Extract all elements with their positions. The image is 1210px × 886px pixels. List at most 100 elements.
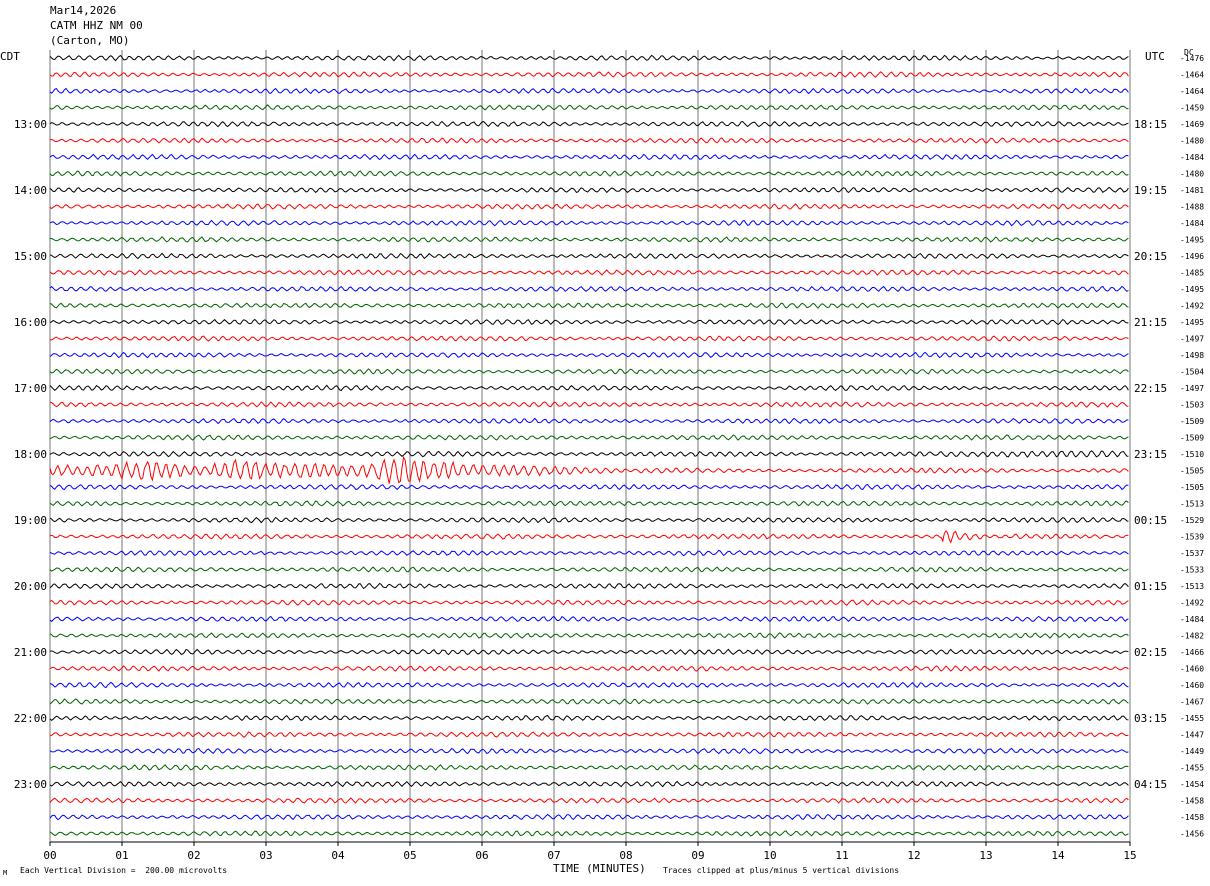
- trace-40: [49, 714, 1129, 722]
- dc-offset-12: -1496: [1180, 252, 1204, 261]
- dc-offset-16: -1495: [1180, 318, 1204, 327]
- dc-offset-43: -1455: [1180, 764, 1204, 773]
- dc-offset-22: -1509: [1180, 417, 1204, 426]
- dc-offset-36: -1466: [1180, 648, 1204, 657]
- left-time-label-36: 21:00: [14, 646, 47, 659]
- dc-offset-35: -1482: [1180, 632, 1204, 641]
- dc-offset-26: -1505: [1180, 483, 1204, 492]
- dc-offset-labels: -1476 -1464 -1464 -1459 -1469 -1480 -1484 -1480…: [1180, 54, 1204, 839]
- trace-28: [49, 516, 1129, 524]
- trace-27: [49, 500, 1129, 507]
- trace-21: [49, 401, 1129, 408]
- x-axis: 00 01 02 03 04 05 06 07 08 09 10 11 12 13 14 15: [43, 841, 1137, 862]
- dc-offset-46: -1458: [1180, 813, 1204, 822]
- right-timezone-label: UTC: [1145, 50, 1165, 63]
- left-time-label-4: 13:00: [14, 118, 47, 131]
- trace-25: [49, 455, 1129, 484]
- corner-mark: M: [3, 869, 8, 877]
- right-time-label-12: 20:15: [1134, 250, 1167, 263]
- trace-37: [49, 665, 1129, 672]
- dc-offset-40: -1455: [1180, 714, 1204, 723]
- trace-11: [49, 236, 1129, 243]
- x-tick-label-04: 04: [331, 849, 345, 862]
- dc-offset-1: -1464: [1180, 71, 1204, 80]
- trace-7: [49, 170, 1129, 177]
- trace-26: [49, 483, 1129, 491]
- dc-offset-38: -1460: [1180, 681, 1204, 690]
- trace-17: [49, 335, 1129, 342]
- x-tick-label-15: 15: [1123, 849, 1136, 862]
- dc-offset-42: -1449: [1180, 747, 1204, 756]
- trace-8: [49, 186, 1129, 194]
- dc-offset-19: -1504: [1180, 368, 1204, 377]
- trace-2: [49, 87, 1129, 95]
- dc-offset-20: -1497: [1180, 384, 1204, 393]
- trace-24: [49, 450, 1129, 458]
- right-time-label-44: 04:15: [1134, 778, 1167, 791]
- right-time-labels: 18:15 19:15 20:15 21:15 22:15 23:15 00:15 01:15…: [1134, 118, 1167, 791]
- x-tick-label-05: 05: [403, 849, 416, 862]
- right-time-label-8: 19:15: [1134, 184, 1167, 197]
- dc-offset-30: -1537: [1180, 549, 1204, 558]
- x-tick-label-10: 10: [763, 849, 776, 862]
- left-time-label-24: 18:00: [14, 448, 47, 461]
- dc-offset-15: -1492: [1180, 302, 1204, 311]
- x-axis-title: TIME (MINUTES): [553, 862, 646, 875]
- trace-42: [49, 747, 1129, 755]
- x-tick-label-08: 08: [619, 849, 632, 862]
- right-time-label-28: 00:15: [1134, 514, 1167, 527]
- left-time-label-8: 14:00: [14, 184, 47, 197]
- dc-offset-17: -1497: [1180, 335, 1204, 344]
- dc-offset-3: -1459: [1180, 104, 1204, 113]
- x-tick-label-09: 09: [691, 849, 704, 862]
- right-time-label-4: 18:15: [1134, 118, 1167, 131]
- left-timezone-label: CDT: [0, 50, 20, 63]
- trace-44: [49, 780, 1129, 788]
- dc-offset-11: -1495: [1180, 236, 1204, 245]
- dc-offset-39: -1467: [1180, 698, 1204, 707]
- left-time-label-20: 17:00: [14, 382, 47, 395]
- dc-offset-44: -1454: [1180, 780, 1204, 789]
- left-time-label-12: 15:00: [14, 250, 47, 263]
- dc-offset-4: -1469: [1180, 120, 1204, 129]
- dc-offset-45: -1458: [1180, 797, 1204, 806]
- left-time-labels: 13:00 14:00 15:00 16:00 17:00 18:00 19:00 20:00…: [14, 118, 47, 791]
- left-time-label-16: 16:00: [14, 316, 47, 329]
- trace-10: [49, 219, 1129, 227]
- x-tick-label-03: 03: [259, 849, 272, 862]
- right-time-label-40: 03:15: [1134, 712, 1167, 725]
- trace-43: [49, 764, 1129, 771]
- right-time-label-20: 22:15: [1134, 382, 1167, 395]
- trace-29: [49, 530, 1129, 544]
- trace-16: [49, 318, 1129, 326]
- right-time-label-16: 21:15: [1134, 316, 1167, 329]
- dc-offset-24: -1510: [1180, 450, 1204, 459]
- trace-46: [49, 813, 1129, 821]
- dc-offset-18: -1498: [1180, 351, 1204, 360]
- x-tick-label-07: 07: [547, 849, 560, 862]
- time-gridlines: [49, 50, 1131, 842]
- right-time-label-24: 23:15: [1134, 448, 1167, 461]
- x-tick-label-06: 06: [475, 849, 488, 862]
- trace-0: [49, 54, 1129, 62]
- trace-4: [49, 120, 1129, 128]
- trace-34: [49, 615, 1129, 623]
- x-tick-label-13: 13: [979, 849, 992, 862]
- station-title: CATM HHZ NM 00: [50, 19, 143, 32]
- dc-offset-23: -1509: [1180, 434, 1204, 443]
- trace-19: [49, 368, 1129, 375]
- trace-15: [49, 302, 1129, 309]
- trace-18: [49, 351, 1129, 359]
- date-title: Mar14,2026: [50, 4, 117, 17]
- dc-offset-14: -1495: [1180, 285, 1204, 294]
- trace-6: [49, 153, 1129, 161]
- dc-offset-13: -1485: [1180, 269, 1204, 278]
- trace-31: [49, 566, 1129, 573]
- left-time-label-32: 20:00: [14, 580, 47, 593]
- trace-20: [49, 384, 1129, 392]
- dc-offset-10: -1484: [1180, 219, 1204, 228]
- trace-12: [49, 252, 1129, 260]
- trace-33: [49, 599, 1129, 606]
- trace-30: [49, 549, 1129, 557]
